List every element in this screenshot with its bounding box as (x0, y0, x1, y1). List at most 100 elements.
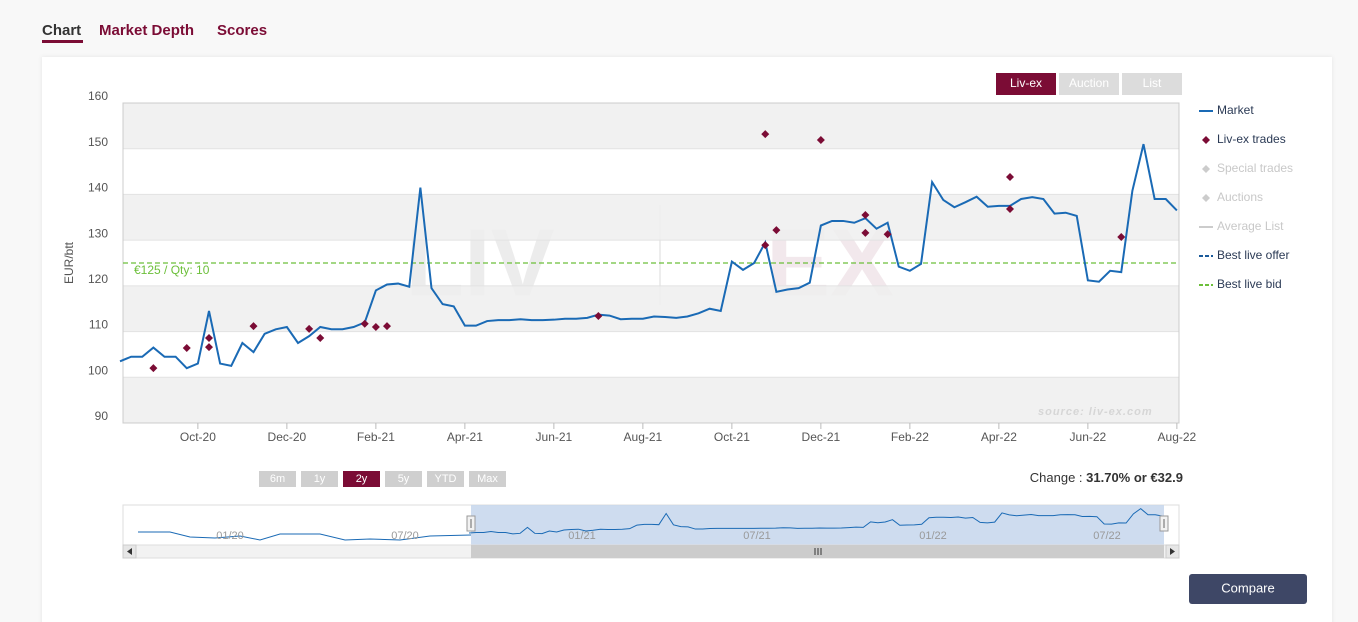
x-tick-label: Dec-20 (268, 430, 307, 444)
x-tick-label: Apr-21 (447, 430, 483, 444)
navigator-label: 07/20 (391, 530, 419, 542)
plot-band (123, 377, 1179, 423)
scroll-right-arrow (1170, 548, 1175, 555)
navigator-history (138, 531, 472, 541)
x-tick-label: Jun-21 (536, 430, 573, 444)
navigator-label: 07/21 (743, 530, 771, 542)
legend-label[interactable]: Auctions (1217, 190, 1263, 204)
source-button[interactable] (1059, 73, 1119, 95)
legend-label[interactable]: Best live offer (1217, 248, 1289, 262)
trade-marker (1117, 232, 1126, 241)
trade-marker (861, 211, 870, 219)
x-tick-label: Apr-22 (981, 430, 1017, 444)
trade-marker (883, 230, 892, 239)
y-tick-label: 110 (89, 318, 108, 332)
x-tick-label: Oct-21 (714, 430, 750, 444)
legend-label[interactable]: Best live bid (1217, 277, 1282, 291)
navigator-label: 01/21 (568, 530, 596, 542)
navigator-line (468, 507, 1163, 535)
y-tick-label: 120 (88, 272, 108, 286)
range-button[interactable] (385, 471, 422, 487)
trade-marker (371, 323, 380, 331)
range-button[interactable] (427, 471, 464, 487)
range-button-label[interactable]: YTD (435, 473, 457, 485)
tab[interactable]: Scores (217, 22, 267, 39)
legend-symbol (1202, 165, 1210, 173)
navigator-label: 01/22 (919, 530, 947, 542)
range-button[interactable] (469, 471, 506, 487)
x-tick-label: Jun-22 (1070, 430, 1107, 444)
change-value: 31.70% or €32.9 (1086, 470, 1183, 485)
source-button[interactable] (1122, 73, 1182, 95)
compare-label[interactable]: Compare (1221, 580, 1274, 595)
scroll-left-arrow (127, 548, 132, 555)
trade-marker (205, 343, 213, 352)
change-text: Change : 31.70% or €32.9 (1030, 470, 1183, 485)
y-tick-label: 140 (88, 181, 108, 195)
plot-band (123, 194, 1179, 241)
change-label: Change : (1030, 470, 1086, 485)
legend-symbol (1202, 194, 1210, 202)
range-button[interactable] (301, 471, 338, 487)
y-tick-label: 100 (88, 363, 108, 377)
navigator-label: 07/22 (1093, 530, 1121, 542)
trade-marker (182, 344, 191, 353)
source-button-label[interactable]: Liv-ex (1010, 76, 1042, 90)
trade-marker (316, 333, 325, 342)
source-button-label[interactable]: Auction (1069, 76, 1109, 90)
trade-marker (1006, 173, 1014, 182)
bid-label: €125 / Qty: 10 (134, 263, 210, 277)
legend-label[interactable]: Liv-ex trades (1217, 132, 1286, 146)
y-tick-label: 150 (88, 135, 108, 149)
x-tick-label: Aug-22 (1158, 430, 1197, 444)
range-button-label[interactable]: 6m (270, 473, 285, 485)
x-tick-label: Aug-21 (624, 430, 663, 444)
legend-label[interactable]: Special trades (1217, 161, 1293, 175)
range-button[interactable] (259, 471, 296, 487)
trade-marker (861, 228, 870, 237)
market-line (119, 143, 1178, 370)
range-button-label[interactable]: 5y (398, 473, 410, 485)
source-button[interactable] (996, 73, 1056, 95)
legend-label[interactable]: Average List (1217, 219, 1284, 233)
trade-marker (360, 319, 369, 328)
tab[interactable]: Chart (42, 22, 81, 39)
trade-marker (761, 130, 770, 139)
trade-marker (772, 226, 781, 235)
tab-underline (42, 40, 83, 43)
trade-marker (383, 322, 391, 331)
legend-label[interactable]: Market (1217, 103, 1254, 117)
y-axis-label: EUR/btt (62, 241, 76, 284)
y-tick-label: 130 (88, 226, 108, 240)
x-tick-label: Feb-22 (891, 430, 929, 444)
source-button-label[interactable]: List (1143, 76, 1162, 90)
scrollbar-grip (814, 548, 822, 555)
compare-button[interactable] (1189, 574, 1307, 604)
trade-marker (249, 322, 258, 331)
range-button-label[interactable]: 2y (356, 473, 368, 485)
trade-marker (149, 364, 158, 373)
y-tick-label: 160 (88, 89, 108, 103)
x-tick-label: Feb-21 (357, 430, 395, 444)
trade-marker (205, 333, 213, 342)
range-button[interactable] (343, 471, 380, 487)
plot-band (123, 285, 1179, 332)
y-tick-label: 90 (95, 409, 109, 423)
source-note: source: liv-ex.com (1038, 406, 1153, 418)
range-button-label[interactable]: 1y (314, 473, 326, 485)
x-tick-label: Oct-20 (180, 430, 216, 444)
trade-marker (816, 136, 825, 145)
navigator-selection (471, 505, 1164, 545)
navigator-label: 01/20 (216, 530, 244, 542)
trade-marker (594, 312, 603, 321)
trade-marker (1006, 205, 1014, 214)
plot-band (123, 103, 1179, 149)
trade-marker (761, 241, 770, 250)
range-button-label[interactable]: Max (477, 473, 498, 485)
tab[interactable]: Market Depth (99, 22, 194, 39)
trade-marker (305, 324, 314, 333)
legend-symbol (1202, 136, 1210, 144)
x-tick-label: Dec-21 (802, 430, 841, 444)
